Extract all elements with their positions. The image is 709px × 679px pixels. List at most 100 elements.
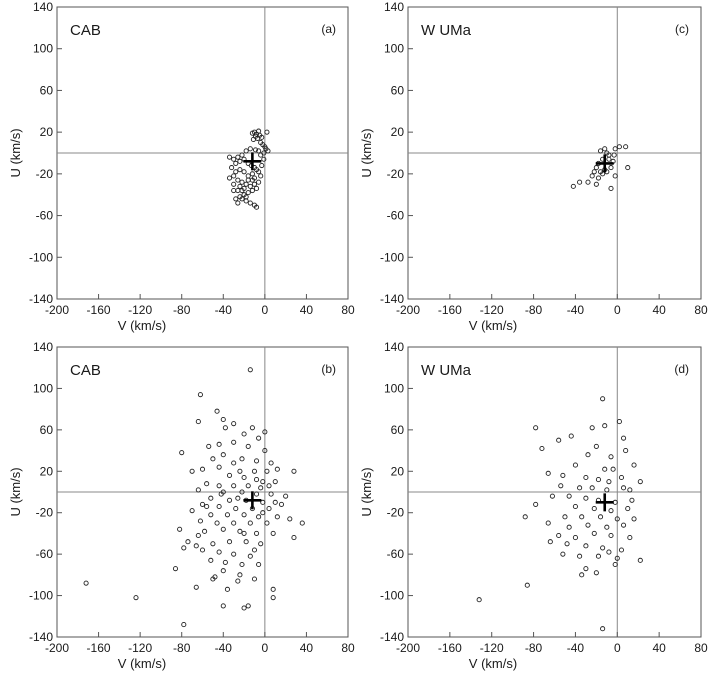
y-axis-label: U (km/s) — [359, 128, 374, 177]
data-point — [593, 570, 599, 576]
data-point — [231, 421, 237, 427]
data-point — [252, 147, 259, 153]
data-point — [233, 160, 239, 166]
data-point — [270, 586, 276, 592]
panel-title: W UMa — [421, 22, 472, 39]
data-point — [272, 479, 278, 485]
data-point — [199, 501, 206, 507]
y-tick-label: -60 — [36, 547, 54, 561]
data-point — [208, 512, 214, 518]
data-point — [193, 543, 199, 549]
data-point — [287, 516, 293, 522]
data-point — [247, 183, 253, 189]
panel-d: -200 -160 -120 -80 -40 0 40 80 -140 -100 -60 -20 20 6… — [359, 340, 708, 671]
data-point — [243, 148, 249, 154]
data-point — [241, 474, 247, 481]
x-tick-label: -200 — [396, 641, 420, 655]
data-point — [583, 474, 589, 481]
y-tick-label: 100 — [384, 42, 404, 56]
y-tick-label: 100 — [33, 381, 53, 395]
data-point — [251, 175, 258, 181]
data-point — [262, 448, 268, 454]
data-point — [608, 185, 614, 192]
data-point — [270, 530, 276, 536]
data-point — [591, 506, 597, 512]
data-point — [583, 543, 589, 549]
x-tick-label: 80 — [341, 303, 355, 317]
data-point — [272, 499, 278, 505]
data-point — [237, 183, 243, 189]
data-point — [625, 165, 631, 171]
data-point — [239, 179, 245, 185]
panel-label: (b) — [321, 362, 336, 376]
data-point — [258, 541, 264, 547]
x-tick-label: -80 — [173, 641, 191, 655]
y-tick-label: -60 — [387, 209, 405, 223]
data-point — [247, 146, 253, 152]
data-point — [220, 568, 226, 574]
x-tick-label: -160 — [87, 303, 111, 317]
data-point — [595, 553, 602, 559]
data-point — [612, 173, 618, 179]
data-point — [177, 526, 183, 532]
y-tick-label: 140 — [384, 340, 404, 354]
data-point — [631, 462, 637, 468]
data-point — [591, 530, 597, 536]
data-point — [214, 408, 220, 414]
data-point — [253, 491, 260, 497]
data-point — [199, 466, 206, 472]
data-point — [231, 483, 237, 489]
panel-a: -200 -160 -120 -80 -40 0 40 80 -140 -100 -60 -20 20 6… — [8, 0, 355, 333]
data-point — [239, 152, 245, 158]
data-point — [245, 443, 251, 449]
data-point — [245, 173, 251, 179]
data-point — [235, 578, 241, 584]
y-tick-label: -140 — [29, 630, 53, 644]
data-point — [593, 181, 599, 187]
data-point — [256, 128, 262, 134]
data-point — [235, 200, 241, 206]
data-point — [241, 530, 247, 536]
data-point — [591, 169, 597, 175]
x-tick-label: 0 — [614, 303, 621, 317]
data-point — [249, 130, 255, 136]
data-point — [256, 435, 262, 441]
data-point — [618, 547, 625, 553]
data-point — [226, 175, 233, 181]
data-point — [299, 520, 305, 526]
y-tick-label: 140 — [384, 0, 404, 14]
data-point — [583, 566, 589, 572]
x-tick-label: 40 — [652, 303, 666, 317]
data-point — [585, 179, 591, 185]
data-point — [202, 528, 208, 534]
data-point — [195, 419, 201, 425]
x-tick-label: 80 — [341, 641, 355, 655]
data-point — [621, 522, 627, 528]
data-point — [193, 584, 199, 590]
x-tick-label: -200 — [45, 303, 69, 317]
data-point — [608, 454, 614, 460]
data-point — [239, 187, 245, 194]
x-tick-label: -160 — [438, 641, 462, 655]
data-point — [216, 503, 222, 510]
x-tick-label: -120 — [128, 641, 152, 655]
data-point — [629, 497, 635, 503]
x-axis-label: V (km/s) — [118, 656, 166, 671]
data-point — [533, 501, 539, 507]
data-point — [245, 190, 251, 196]
data-point — [572, 462, 578, 468]
panel-label: (d) — [674, 362, 689, 376]
x-tick-label: -200 — [45, 641, 69, 655]
y-tick-label: -20 — [36, 506, 54, 520]
x-tick-label: 40 — [652, 641, 666, 655]
data-point — [595, 477, 602, 483]
data-point — [204, 503, 210, 510]
data-point — [241, 605, 247, 611]
data-point — [253, 185, 260, 192]
y-tick-label: 140 — [33, 0, 53, 14]
panel-label: (a) — [321, 22, 336, 36]
x-axis-label: V (km/s) — [469, 318, 517, 333]
y-tick-label: 60 — [391, 83, 405, 97]
data-point — [249, 171, 255, 177]
y-axis-label: U (km/s) — [8, 467, 23, 516]
